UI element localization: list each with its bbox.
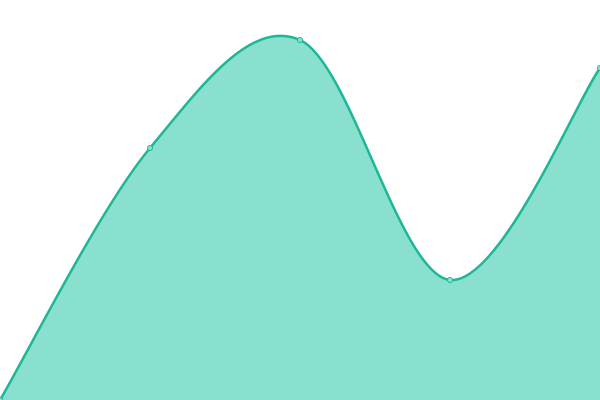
area-line [0,34,600,400]
point-marker [297,37,303,43]
area-fill [0,35,600,400]
point-marker [0,397,3,400]
point-marker [147,145,153,151]
point-marker [597,65,600,71]
point-marker [447,277,453,283]
